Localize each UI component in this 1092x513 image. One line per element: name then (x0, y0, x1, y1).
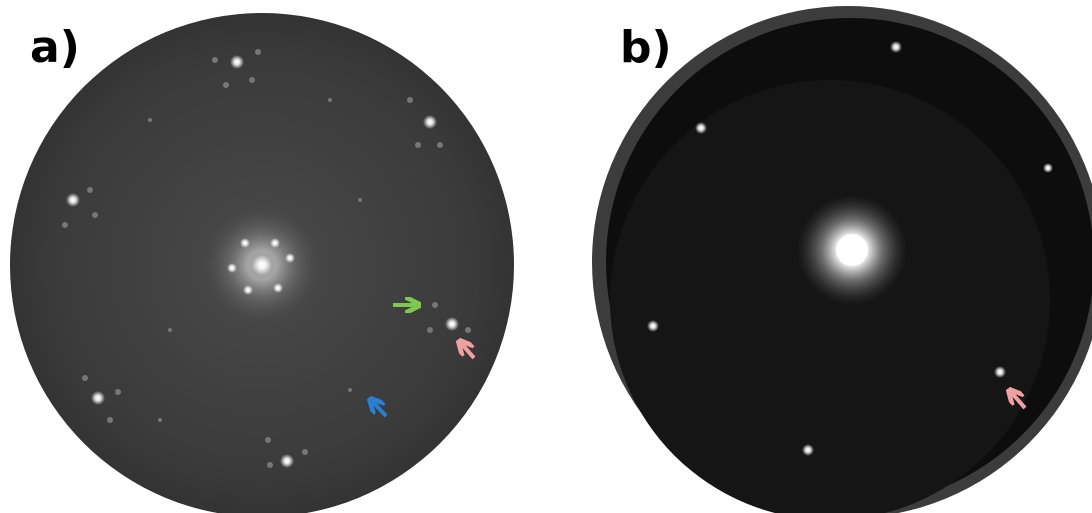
page: a) b) (() => { const data = JSON.parse(d… (0, 0, 1092, 513)
panel-b: b) (592, 6, 1092, 513)
panel-label: b) (620, 22, 672, 73)
figure: a) b) (0, 0, 1092, 513)
panel-label: a) (30, 22, 80, 73)
panel-a: a) (10, 13, 514, 513)
